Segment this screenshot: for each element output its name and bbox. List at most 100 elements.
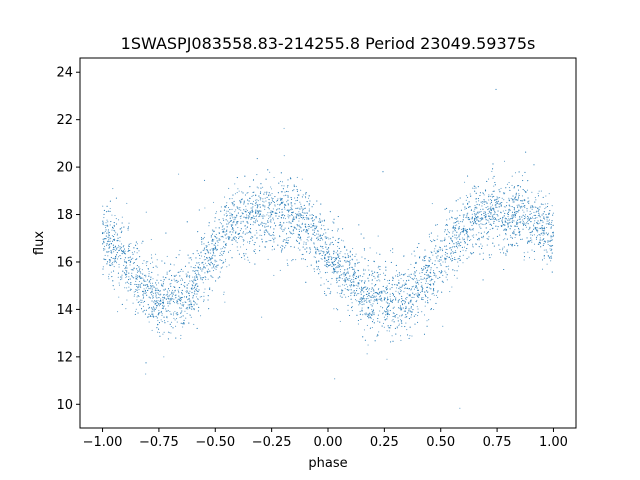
scatter-point <box>516 199 518 201</box>
scatter-point <box>363 282 366 284</box>
scatter-point <box>188 304 191 306</box>
scatter-point <box>188 295 190 297</box>
scatter-point <box>351 278 353 281</box>
scatter-point <box>155 289 157 291</box>
scatter-point <box>532 224 534 226</box>
scatter-point <box>210 236 212 238</box>
scatter-point <box>355 294 358 296</box>
scatter-point <box>483 200 486 202</box>
scatter-point <box>547 216 550 218</box>
scatter-point <box>523 211 525 213</box>
scatter-point <box>340 266 342 268</box>
scatter-point <box>133 247 135 249</box>
scatter-point <box>328 255 330 257</box>
scatter-point <box>361 299 363 301</box>
scatter-point <box>298 220 300 222</box>
scatter-point <box>398 325 400 327</box>
scatter-point <box>426 325 428 327</box>
scatter-point <box>551 205 553 207</box>
scatter-point <box>241 236 243 238</box>
scatter-point <box>451 286 453 288</box>
scatter-point <box>511 184 513 187</box>
scatter-point <box>523 222 525 224</box>
scatter-point <box>425 282 427 284</box>
scatter-point <box>186 312 188 315</box>
scatter-point <box>255 252 257 254</box>
scatter-point <box>425 266 427 268</box>
scatter-point <box>102 238 104 240</box>
scatter-point <box>158 322 161 324</box>
scatter-point <box>342 290 344 292</box>
scatter-point <box>216 260 218 262</box>
scatter-point <box>231 243 233 245</box>
scatter-point <box>472 229 474 231</box>
scatter-point <box>425 264 427 266</box>
scatter-point <box>160 319 162 321</box>
scatter-point <box>235 216 237 218</box>
scatter-point <box>513 220 515 222</box>
scatter-point <box>325 246 327 248</box>
scatter-point <box>262 214 264 216</box>
scatter-point <box>159 300 161 302</box>
scatter-point <box>486 244 488 246</box>
scatter-point <box>231 234 233 236</box>
scatter-point <box>137 270 139 272</box>
scatter-point <box>356 290 358 292</box>
scatter-point <box>478 232 480 234</box>
scatter-point <box>504 212 506 214</box>
scatter-point <box>465 195 467 197</box>
scatter-point <box>291 207 293 209</box>
scatter-point <box>417 293 419 295</box>
scatter-point <box>167 331 170 333</box>
scatter-point <box>492 214 494 216</box>
scatter-point <box>331 257 333 259</box>
scatter-point <box>284 204 286 207</box>
scatter-point <box>379 280 381 282</box>
scatter-point <box>267 212 269 214</box>
scatter-point <box>498 219 500 221</box>
scatter-point <box>214 244 216 246</box>
scatter-point <box>191 284 193 286</box>
scatter-point <box>462 231 464 233</box>
scatter-point <box>296 189 298 191</box>
scatter-point <box>400 315 403 317</box>
scatter-point <box>326 261 328 264</box>
scatter-point <box>189 314 191 316</box>
scatter-point <box>489 228 491 230</box>
scatter-point <box>488 178 490 180</box>
scatter-point <box>351 258 353 260</box>
scatter-point <box>108 240 110 242</box>
scatter-point <box>371 288 373 290</box>
scatter-point <box>308 236 310 238</box>
scatter-point <box>431 293 433 295</box>
scatter-point <box>517 222 519 224</box>
scatter-point <box>511 214 513 216</box>
scatter-point <box>113 251 115 253</box>
scatter-point <box>256 199 258 201</box>
scatter-point <box>374 340 376 342</box>
scatter-point <box>219 239 221 241</box>
scatter-point <box>430 272 432 274</box>
scatter-point <box>262 200 264 202</box>
scatter-point <box>316 230 319 232</box>
scatter-point <box>197 278 199 280</box>
scatter-point <box>123 264 125 267</box>
scatter-point <box>410 263 412 265</box>
scatter-point <box>462 214 464 216</box>
scatter-point <box>153 310 155 312</box>
scatter-point <box>536 229 538 231</box>
scatter-point <box>453 258 455 260</box>
scatter-point <box>365 298 367 300</box>
scatter-point <box>467 212 469 214</box>
scatter-point <box>551 245 553 247</box>
scatter-point <box>289 236 291 239</box>
scatter-point <box>229 212 231 214</box>
scatter-point <box>319 238 321 240</box>
scatter-point <box>512 201 514 203</box>
scatter-point <box>167 302 169 304</box>
scatter-point <box>136 276 139 278</box>
scatter-point <box>287 195 289 197</box>
scatter-point <box>341 239 343 241</box>
scatter-point <box>430 258 432 261</box>
scatter-point <box>542 196 544 198</box>
